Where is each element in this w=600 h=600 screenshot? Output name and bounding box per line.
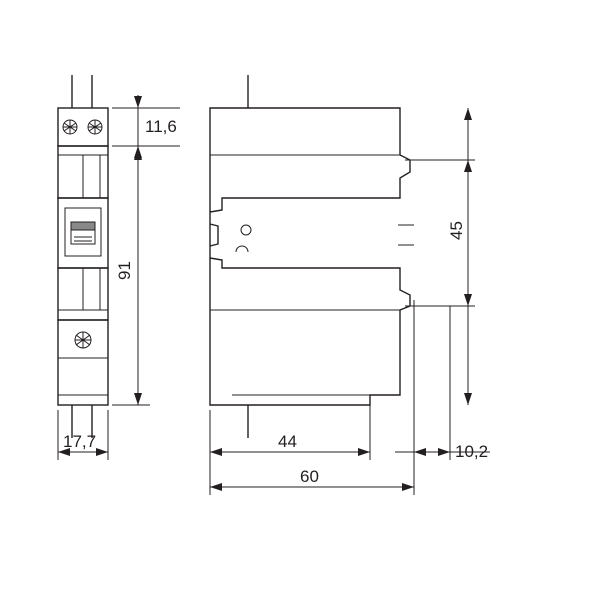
dim-rail-height: 45 (405, 108, 475, 405)
dim-top-terminal: 11,6 (112, 95, 180, 160)
dim-depth-outer-label: 60 (300, 467, 319, 486)
dim-rail-tab-label: 10,2 (455, 442, 488, 461)
dim-top-terminal-label: 11,6 (145, 117, 177, 136)
dim-depth-outer: 60 (210, 300, 414, 495)
front-view (58, 75, 108, 438)
dim-front-width: 17,7 (58, 410, 108, 460)
dim-depth-inner-label: 44 (278, 432, 297, 451)
dim-body-height-label: 91 (115, 261, 134, 280)
dim-front-width-label: 17,7 (63, 432, 96, 451)
dim-depth-inner: 44 (210, 400, 370, 495)
side-view (210, 75, 414, 438)
dim-rail-height-label: 45 (447, 221, 466, 240)
technical-drawing: 17,7 11,6 91 44 60 (0, 0, 600, 600)
dim-body-height: 91 (112, 146, 150, 405)
dim-rail-tab: 10,2 (395, 306, 490, 461)
